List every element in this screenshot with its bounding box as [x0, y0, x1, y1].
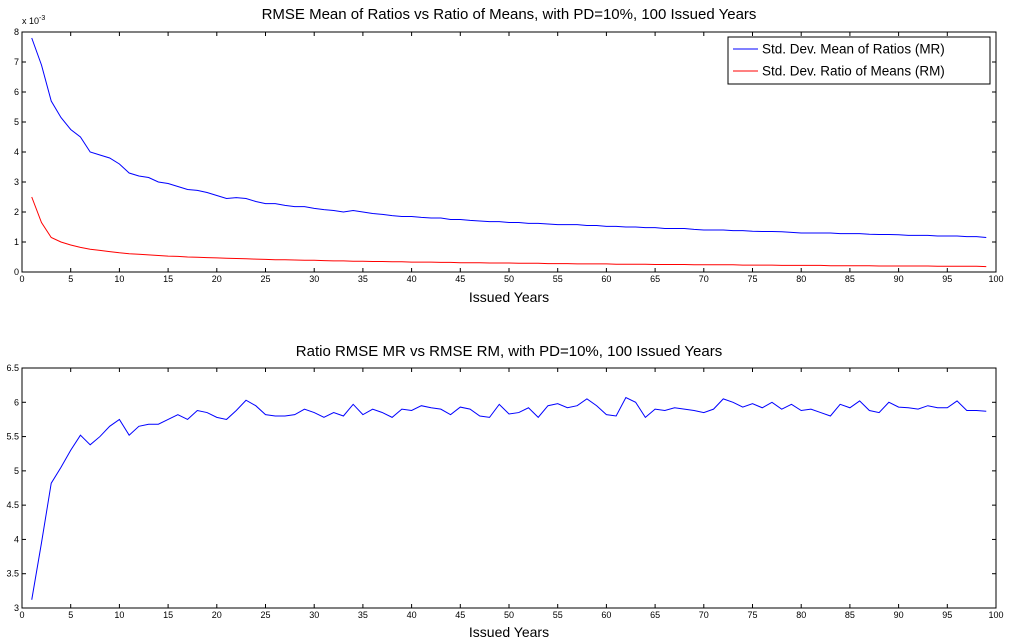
top-xtick-label: 55: [553, 274, 563, 284]
chart-top-legend: Std. Dev. Mean of Ratios (MR) Std. Dev. …: [727, 36, 991, 85]
bottom-xtick-label: 60: [601, 610, 611, 620]
bottom-xtick-label: 35: [358, 610, 368, 620]
top-ytick-label: 5: [14, 117, 19, 127]
top-xtick-label: 0: [19, 274, 24, 284]
bottom-xtick-label: 20: [212, 610, 222, 620]
top-xtick-label: 70: [699, 274, 709, 284]
chart-top-ticks: 0 5 10 15 20 25 30 35 40 45 50 55 60 65 70 75 80 85 90 95 10…: [14, 27, 1004, 284]
chart-bottom-axes-box: [21, 367, 997, 609]
top-xtick-label: 80: [796, 274, 806, 284]
top-xtick-label: 50: [504, 274, 514, 284]
bottom-xtick-label: 15: [163, 610, 173, 620]
bottom-xtick-label: 25: [260, 610, 270, 620]
top-xtick-label: 65: [650, 274, 660, 284]
chart-top-exponent-power: -3: [39, 15, 45, 22]
top-ytick-label: 8: [14, 27, 19, 37]
bottom-ytick-label: 3: [14, 603, 19, 613]
top-xtick-label: 85: [845, 274, 855, 284]
bottom-xtick-label: 95: [942, 610, 952, 620]
top-xtick-label: 40: [407, 274, 417, 284]
top-xtick-label: 90: [894, 274, 904, 284]
top-ytick-label: 1: [14, 237, 19, 247]
top-xtick-label: 75: [747, 274, 757, 284]
chart-top-exponent: x 10-3: [22, 15, 45, 26]
chart-top: RMSE Mean of Ratios vs Ratio of Means, w…: [14, 6, 1004, 305]
bottom-xtick-label: 75: [747, 610, 757, 620]
chart-bottom: Ratio RMSE MR vs RMSE RM, with PD=10%, 1…: [6, 343, 1003, 640]
top-xtick-label: 20: [212, 274, 222, 284]
bottom-ytick-label: 6: [14, 397, 19, 407]
top-xtick-label: 10: [114, 274, 124, 284]
top-xtick-label: 45: [455, 274, 465, 284]
bottom-xtick-label: 40: [407, 610, 417, 620]
top-series-line-1: [31, 196, 987, 268]
top-ytick-label: 6: [14, 87, 19, 97]
chart-bottom-lines: [31, 396, 987, 600]
bottom-xtick-label: 10: [114, 610, 124, 620]
chart-top-title: RMSE Mean of Ratios vs Ratio of Means, w…: [262, 6, 757, 23]
bottom-xtick-label: 5: [68, 610, 73, 620]
legend-box: [727, 36, 991, 85]
bottom-xtick-label: 30: [309, 610, 319, 620]
bottom-ytick-label: 6.5: [6, 363, 19, 373]
bottom-ytick-label: 4.5: [6, 500, 19, 510]
bottom-xtick-label: 50: [504, 610, 514, 620]
top-ytick-label: 0: [14, 267, 19, 277]
bottom-series-line-0: [31, 396, 987, 600]
top-xtick-label: 30: [309, 274, 319, 284]
top-ytick-label: 4: [14, 147, 19, 157]
top-ytick-label: 2: [14, 207, 19, 217]
top-ytick-label: 3: [14, 177, 19, 187]
top-series-line-0: [31, 37, 987, 238]
chart-top-axes-box: [21, 31, 997, 273]
legend-label-mr: Std. Dev. Mean of Ratios (MR): [762, 42, 945, 57]
bottom-xtick-label: 70: [699, 610, 709, 620]
bottom-xtick-label: 80: [796, 610, 806, 620]
bottom-ytick-label: 3.5: [6, 569, 19, 579]
bottom-xtick-label: 65: [650, 610, 660, 620]
bottom-xtick-label: 90: [894, 610, 904, 620]
top-xtick-label: 100: [988, 274, 1003, 284]
legend-label-rm: Std. Dev. Ratio of Means (RM): [762, 64, 945, 79]
bottom-xtick-label: 45: [455, 610, 465, 620]
top-xtick-label: 15: [163, 274, 173, 284]
top-xtick-label: 95: [942, 274, 952, 284]
chart-top-exponent-base: x 10: [22, 16, 39, 26]
chart-bottom-title: Ratio RMSE MR vs RMSE RM, with PD=10%, 1…: [296, 343, 722, 360]
bottom-xtick-label: 0: [19, 610, 24, 620]
bottom-xtick-label: 85: [845, 610, 855, 620]
bottom-ytick-label: 4: [14, 534, 19, 544]
chart-top-xlabel: Issued Years: [469, 289, 549, 305]
bottom-ytick-label: 5: [14, 466, 19, 476]
chart-bottom-xlabel: Issued Years: [469, 624, 549, 640]
top-xtick-label: 35: [358, 274, 368, 284]
top-ytick-label: 7: [14, 57, 19, 67]
bottom-xtick-label: 55: [553, 610, 563, 620]
chart-top-lines: [31, 37, 987, 268]
top-xtick-label: 25: [260, 274, 270, 284]
bottom-ytick-label: 5.5: [6, 432, 19, 442]
top-xtick-label: 60: [601, 274, 611, 284]
top-xtick-label: 5: [68, 274, 73, 284]
bottom-xtick-label: 100: [988, 610, 1003, 620]
